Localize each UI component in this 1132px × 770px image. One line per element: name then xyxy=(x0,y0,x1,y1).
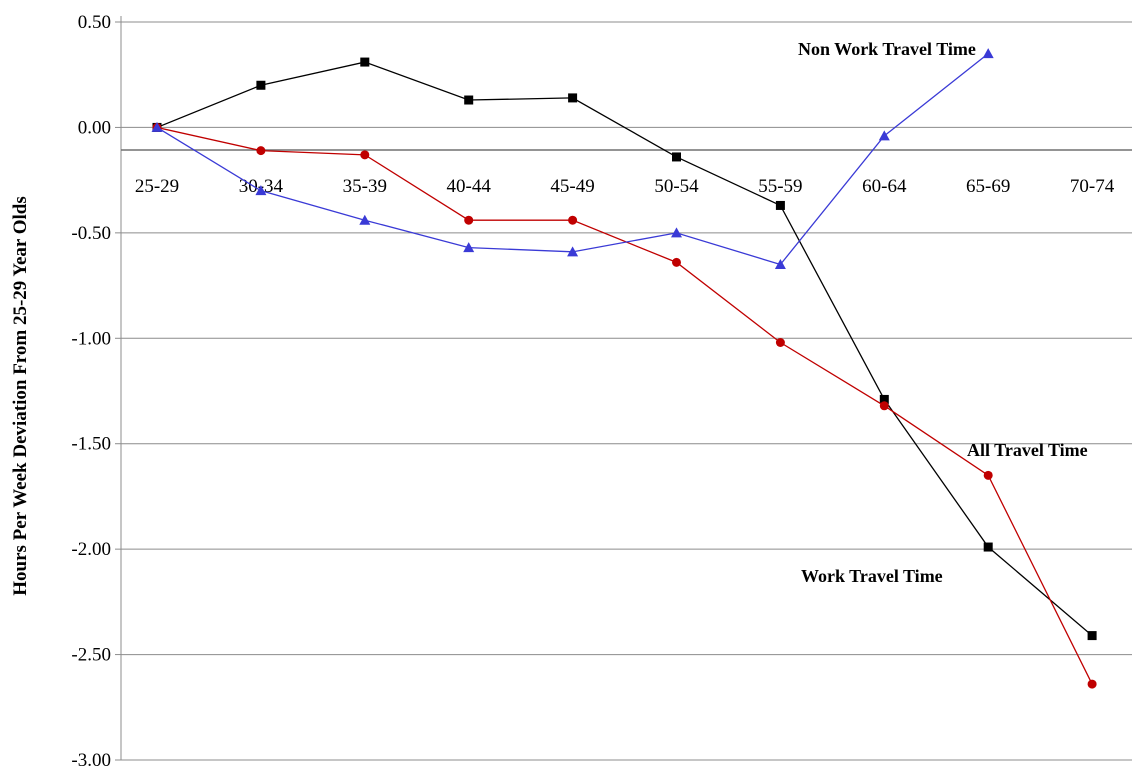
y-tick-label: 0.00 xyxy=(78,117,111,138)
gridlines xyxy=(121,21,1132,761)
data-point xyxy=(672,152,681,162)
data-point xyxy=(774,258,786,269)
data-point xyxy=(255,185,267,196)
data-point xyxy=(464,215,474,225)
data-point xyxy=(775,200,785,210)
x-tick-label: 70-74 xyxy=(1070,176,1115,197)
data-point xyxy=(463,242,475,253)
y-tick-label: -1.00 xyxy=(71,328,111,349)
data-point xyxy=(1087,679,1097,689)
series-all-travel-time xyxy=(152,122,1097,689)
data-point xyxy=(879,401,889,411)
data-point xyxy=(983,542,993,552)
data-point xyxy=(879,394,889,404)
series-labels: Non Work Travel Time All Travel Time Wor… xyxy=(798,39,1088,586)
x-tick-label: 35-39 xyxy=(343,176,387,197)
series-label-non-work-travel-time: Non Work Travel Time xyxy=(798,39,976,59)
data-point xyxy=(464,95,474,105)
x-tick-label: 55-59 xyxy=(758,176,802,197)
data-point xyxy=(1087,631,1097,641)
data-point xyxy=(359,214,371,225)
data-point xyxy=(360,57,370,67)
y-tick-label: -0.50 xyxy=(71,223,111,244)
x-tick-labels: 25-2930-3435-3940-4445-4950-5455-5960-64… xyxy=(135,176,1115,197)
x-tick-label: 60-64 xyxy=(862,176,907,197)
data-point xyxy=(672,257,681,267)
data-point xyxy=(360,150,370,160)
data-point xyxy=(568,93,578,103)
data-point xyxy=(671,227,682,238)
data-point xyxy=(256,146,266,156)
data-point xyxy=(256,80,266,90)
axes xyxy=(115,16,1132,761)
data-point xyxy=(878,130,890,141)
y-tick-label: -3.00 xyxy=(71,750,111,770)
series-lines xyxy=(151,48,1097,689)
data-point xyxy=(567,246,579,257)
series-label-work-travel-time: Work Travel Time xyxy=(801,566,943,586)
x-tick-label: 50-54 xyxy=(654,176,699,197)
y-tick-labels: 0.50 0.00 -0.50 -1.00 -1.50 -2.00 -2.50 -3.00 xyxy=(71,12,111,770)
x-tick-label: 65-69 xyxy=(966,176,1010,197)
y-tick-label: 0.50 xyxy=(78,12,111,33)
data-point xyxy=(983,470,993,480)
data-point xyxy=(151,121,163,132)
x-tick-label: 25-29 xyxy=(135,176,179,197)
y-axis-label: Hours Per Week Deviation From 25-29 Year… xyxy=(10,196,31,596)
series-line xyxy=(156,126,1093,685)
series-non-work-travel-time xyxy=(151,48,994,269)
data-point xyxy=(568,215,578,225)
y-tick-label: -2.50 xyxy=(71,645,111,666)
x-tick-label: 45-49 xyxy=(550,176,594,197)
data-point xyxy=(982,48,994,59)
series-line xyxy=(156,61,1093,637)
data-point xyxy=(775,338,785,348)
series-work-travel-time xyxy=(152,57,1097,641)
series-label-all-travel-time: All Travel Time xyxy=(967,440,1088,460)
y-tick-label: -2.00 xyxy=(71,539,111,560)
x-tick-label: 40-44 xyxy=(447,176,492,197)
y-tick-label: -1.50 xyxy=(71,434,111,455)
